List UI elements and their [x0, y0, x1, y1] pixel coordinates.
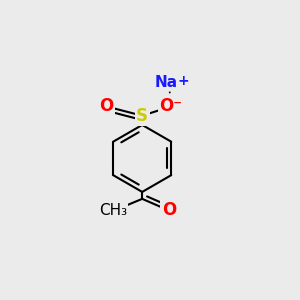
Text: CH₃: CH₃	[99, 203, 128, 218]
Text: O: O	[99, 98, 113, 116]
Text: O⁻: O⁻	[160, 98, 183, 116]
Text: +: +	[177, 74, 189, 88]
Text: Na: Na	[155, 75, 178, 90]
Text: O: O	[162, 201, 176, 219]
Text: S: S	[136, 107, 148, 125]
